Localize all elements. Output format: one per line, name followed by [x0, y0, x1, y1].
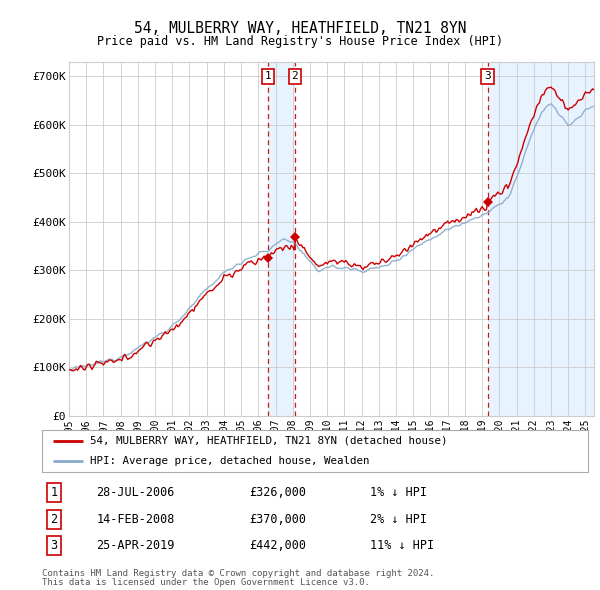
Text: 11% ↓ HPI: 11% ↓ HPI: [370, 539, 434, 552]
Text: 3: 3: [50, 539, 58, 552]
Text: 14-FEB-2008: 14-FEB-2008: [97, 513, 175, 526]
Text: Contains HM Land Registry data © Crown copyright and database right 2024.: Contains HM Land Registry data © Crown c…: [42, 569, 434, 578]
Text: 28-JUL-2006: 28-JUL-2006: [97, 486, 175, 499]
Text: 2: 2: [50, 513, 58, 526]
Bar: [488, 62, 594, 416]
Text: Price paid vs. HM Land Registry's House Price Index (HPI): Price paid vs. HM Land Registry's House …: [97, 35, 503, 48]
Text: This data is licensed under the Open Government Licence v3.0.: This data is licensed under the Open Gov…: [42, 578, 370, 587]
Bar: [268, 62, 295, 416]
Text: £442,000: £442,000: [250, 539, 307, 552]
Text: 1: 1: [50, 486, 58, 499]
Text: 3: 3: [484, 71, 491, 81]
Text: 25-APR-2019: 25-APR-2019: [97, 539, 175, 552]
Text: 2% ↓ HPI: 2% ↓ HPI: [370, 513, 427, 526]
Text: 54, MULBERRY WAY, HEATHFIELD, TN21 8YN (detached house): 54, MULBERRY WAY, HEATHFIELD, TN21 8YN (…: [90, 435, 448, 445]
Text: 2: 2: [292, 71, 298, 81]
Text: £370,000: £370,000: [250, 513, 307, 526]
Text: HPI: Average price, detached house, Wealden: HPI: Average price, detached house, Weal…: [90, 456, 370, 466]
Text: 1: 1: [265, 71, 272, 81]
Text: £326,000: £326,000: [250, 486, 307, 499]
Text: 54, MULBERRY WAY, HEATHFIELD, TN21 8YN: 54, MULBERRY WAY, HEATHFIELD, TN21 8YN: [134, 21, 466, 36]
Text: 1% ↓ HPI: 1% ↓ HPI: [370, 486, 427, 499]
